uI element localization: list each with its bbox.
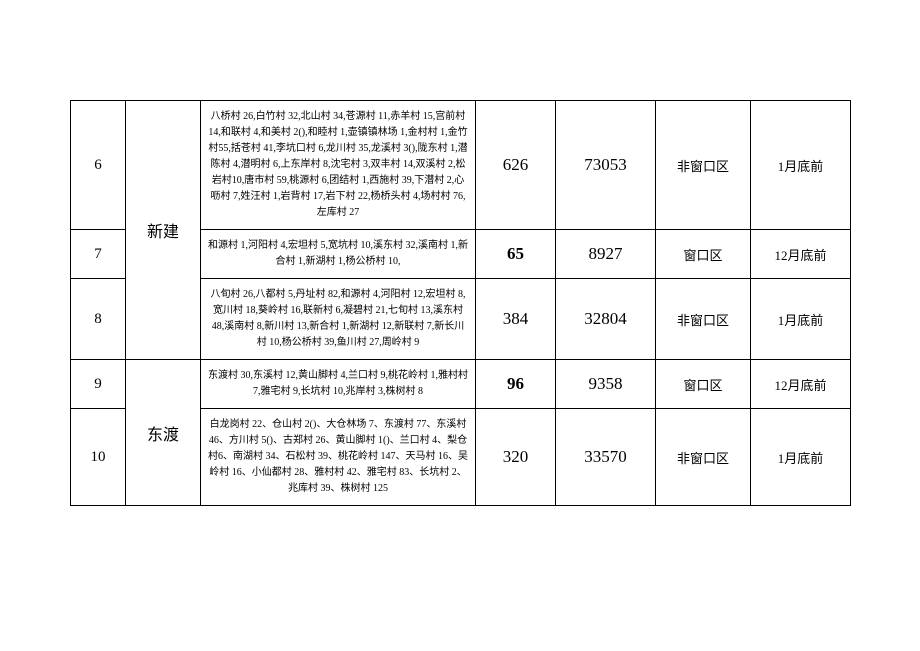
cell-v3: 窗口区 xyxy=(656,360,751,409)
data-table: 6 新建 八桥村 26,白竹村 32,北山村 34,苍源村 11,赤羊村 15,… xyxy=(70,100,851,506)
table-body: 6 新建 八桥村 26,白竹村 32,北山村 34,苍源村 11,赤羊村 15,… xyxy=(71,101,851,506)
cell-desc: 白龙岗村 22、仓山村 2()、大仓林场 7、东渡村 77、东溪村46、方川村 … xyxy=(201,409,476,506)
cell-v1: 626 xyxy=(476,101,556,230)
cell-idx: 6 xyxy=(71,101,126,230)
cell-v2: 9358 xyxy=(556,360,656,409)
cell-v1: 96 xyxy=(476,360,556,409)
cell-v3: 窗口区 xyxy=(656,230,751,279)
cell-v3: 非窗口区 xyxy=(656,101,751,230)
cell-v1: 320 xyxy=(476,409,556,506)
cell-v4: 1月底前 xyxy=(751,279,851,360)
cell-desc: 八旬村 26,八都村 5,丹址村 82,和源村 4,河阳村 12,宏坦村 8,宽… xyxy=(201,279,476,360)
cell-v4: 12月底前 xyxy=(751,230,851,279)
cell-v2: 33570 xyxy=(556,409,656,506)
cell-desc: 东渡村 30,东溪村 12,黄山脚村 4,兰口村 9,桃花岭村 1,雅村村 7,… xyxy=(201,360,476,409)
cell-idx: 10 xyxy=(71,409,126,506)
cell-desc: 八桥村 26,白竹村 32,北山村 34,苍源村 11,赤羊村 15,宫前村14… xyxy=(201,101,476,230)
cell-v2: 73053 xyxy=(556,101,656,230)
cell-v1: 65 xyxy=(476,230,556,279)
cell-v3: 非窗口区 xyxy=(656,279,751,360)
table-row: 6 新建 八桥村 26,白竹村 32,北山村 34,苍源村 11,赤羊村 15,… xyxy=(71,101,851,230)
table-row: 9 东渡 东渡村 30,东溪村 12,黄山脚村 4,兰口村 9,桃花岭村 1,雅… xyxy=(71,360,851,409)
cell-v3: 非窗口区 xyxy=(656,409,751,506)
cell-v1: 384 xyxy=(476,279,556,360)
cell-name: 东渡 xyxy=(126,360,201,506)
cell-v4: 1月底前 xyxy=(751,409,851,506)
cell-idx: 9 xyxy=(71,360,126,409)
cell-name: 新建 xyxy=(126,101,201,360)
cell-v2: 8927 xyxy=(556,230,656,279)
cell-idx: 7 xyxy=(71,230,126,279)
cell-desc: 和源村 1,河阳村 4,宏坦村 5,宽坑村 10,溪东村 32,溪南村 1,新合… xyxy=(201,230,476,279)
cell-v2: 32804 xyxy=(556,279,656,360)
cell-v4: 12月底前 xyxy=(751,360,851,409)
cell-v4: 1月底前 xyxy=(751,101,851,230)
cell-idx: 8 xyxy=(71,279,126,360)
